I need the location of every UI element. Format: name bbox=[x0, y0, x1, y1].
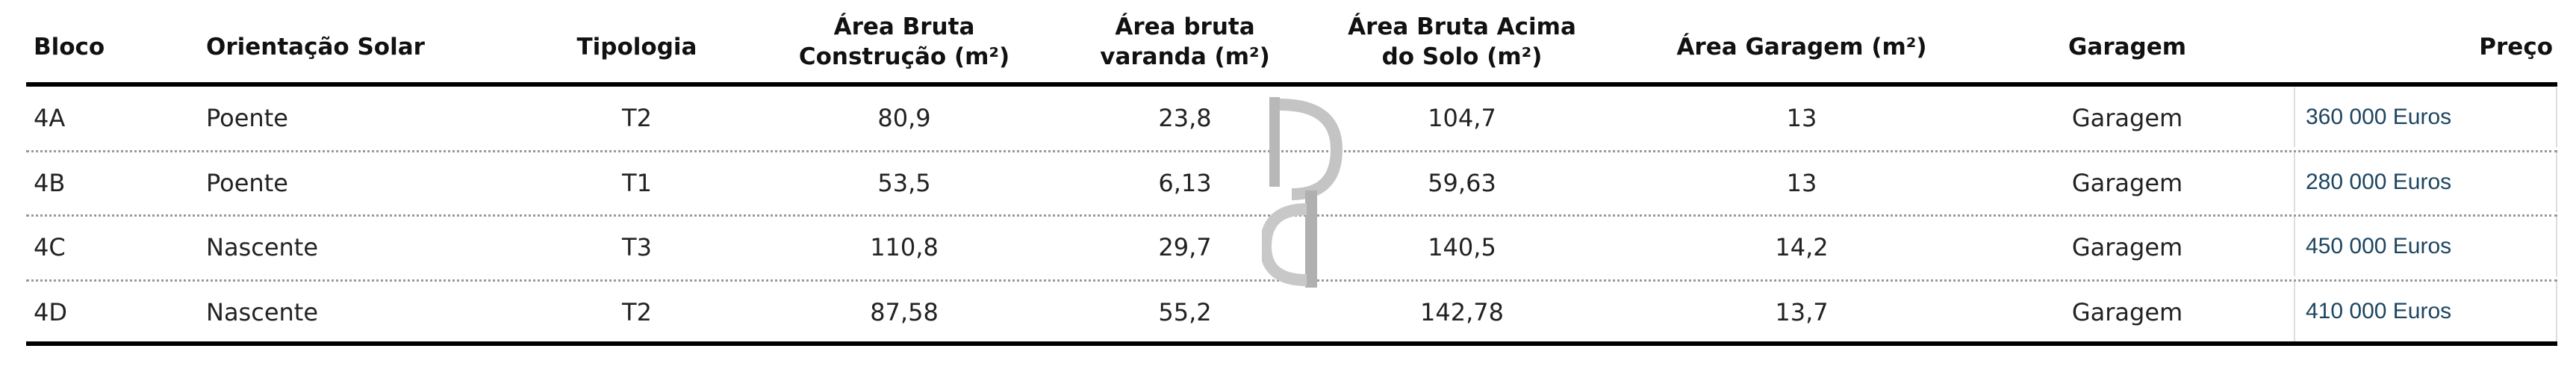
cell-area-solo: 140,5 bbox=[1428, 233, 1496, 261]
cell-area-varanda: 6,13 bbox=[1158, 169, 1212, 197]
dp-logo-icon bbox=[1262, 97, 1343, 288]
row-divider bbox=[26, 150, 2557, 152]
cell-preco: 280 000 Euros bbox=[2294, 152, 2557, 212]
header-line: varanda (m²) bbox=[1100, 43, 1270, 70]
header-tipologia: Tipologia bbox=[576, 34, 697, 61]
header-area-construcao: Área Bruta Construção (m²) bbox=[799, 12, 1009, 72]
cell-tipologia: T2 bbox=[622, 104, 652, 132]
header-line: Área bruta bbox=[1115, 13, 1255, 40]
header-area-varanda: Área bruta varanda (m²) bbox=[1100, 12, 1270, 72]
cell-area-garagem: 13 bbox=[1786, 169, 1817, 197]
cell-orientacao: Nascente bbox=[206, 298, 319, 326]
cell-garagem: Garagem bbox=[2071, 298, 2183, 326]
header-rule bbox=[26, 82, 2557, 87]
header-bloco: Bloco bbox=[34, 34, 105, 61]
cell-preco: 410 000 Euros bbox=[2294, 282, 2557, 341]
cell-area-solo: 59,63 bbox=[1428, 169, 1496, 197]
cell-area-construcao: 110,8 bbox=[870, 233, 939, 261]
cell-garagem: Garagem bbox=[2071, 104, 2183, 132]
header-area-garagem: Área Garagem (m²) bbox=[1676, 34, 1927, 61]
header-preco: Preço bbox=[2479, 34, 2553, 61]
cell-area-varanda: 23,8 bbox=[1158, 104, 1212, 132]
header-line: Construção (m²) bbox=[798, 43, 1010, 70]
cell-orientacao: Nascente bbox=[206, 233, 319, 261]
cell-tipologia: T3 bbox=[622, 233, 652, 261]
price-value: 450 000 Euros bbox=[2306, 234, 2452, 258]
cell-area-construcao: 87,58 bbox=[870, 298, 939, 326]
cell-area-solo: 104,7 bbox=[1428, 104, 1496, 132]
cell-area-garagem: 14,2 bbox=[1775, 233, 1829, 261]
header-line: Área Bruta Acima bbox=[1348, 13, 1576, 40]
cell-area-varanda: 29,7 bbox=[1158, 233, 1212, 261]
price-value: 360 000 Euros bbox=[2306, 105, 2452, 129]
cell-preco: 360 000 Euros bbox=[2294, 87, 2557, 147]
cell-area-garagem: 13,7 bbox=[1775, 298, 1829, 326]
cell-garagem: Garagem bbox=[2071, 233, 2183, 261]
cell-tipologia: T1 bbox=[622, 169, 652, 197]
cell-area-varanda: 55,2 bbox=[1158, 298, 1212, 326]
cell-bloco: 4A bbox=[34, 104, 66, 132]
cell-bloco: 4D bbox=[34, 298, 67, 326]
cell-area-garagem: 13 bbox=[1786, 104, 1817, 132]
cell-orientacao: Poente bbox=[206, 169, 288, 197]
header-orientacao: Orientação Solar bbox=[206, 34, 425, 61]
cell-garagem: Garagem bbox=[2071, 169, 2183, 197]
header-area-solo: Área Bruta Acima do Solo (m²) bbox=[1348, 12, 1576, 72]
header-line: Área Bruta bbox=[833, 13, 975, 40]
header-garagem: Garagem bbox=[2068, 34, 2187, 61]
cell-orientacao: Poente bbox=[206, 104, 288, 132]
price-value: 410 000 Euros bbox=[2306, 299, 2452, 323]
cell-bloco: 4B bbox=[34, 169, 66, 197]
cell-bloco: 4C bbox=[34, 233, 66, 261]
cell-area-solo: 142,78 bbox=[1420, 298, 1504, 326]
header-line: do Solo (m²) bbox=[1381, 43, 1543, 70]
cell-preco: 450 000 Euros bbox=[2294, 217, 2557, 276]
cell-tipologia: T2 bbox=[622, 298, 652, 326]
price-value: 280 000 Euros bbox=[2306, 170, 2452, 194]
pricing-table: Bloco Orientação Solar Tipologia Área Br… bbox=[26, 0, 2557, 378]
cell-area-construcao: 53,5 bbox=[877, 169, 931, 197]
cell-area-construcao: 80,9 bbox=[877, 104, 931, 132]
bottom-rule bbox=[26, 341, 2557, 346]
